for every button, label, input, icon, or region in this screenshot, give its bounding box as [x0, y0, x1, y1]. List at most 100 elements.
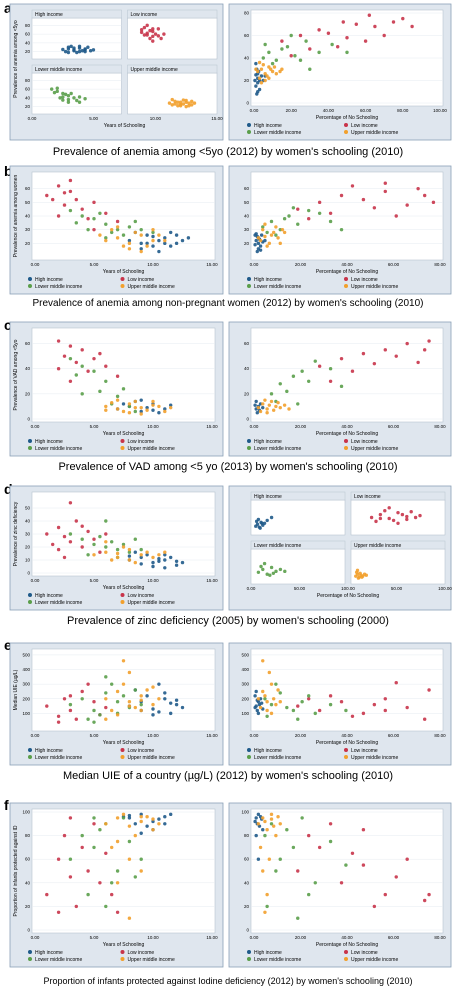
y-tick-label: 40 [25, 519, 31, 524]
data-point [369, 515, 374, 520]
legend-label-upper-middle: Upper middle income [351, 755, 398, 761]
data-point [151, 227, 155, 232]
data-point [75, 50, 79, 55]
data-point [83, 97, 87, 101]
data-point [104, 822, 108, 826]
data-point [339, 881, 344, 885]
data-point [174, 563, 179, 567]
data-point [269, 682, 274, 686]
data-point [157, 822, 161, 826]
y-axis-label: Prevalence of anemia among <5yo [13, 20, 19, 98]
y-tick-label: 20 [244, 241, 250, 246]
data-point [115, 219, 120, 224]
data-point [104, 705, 108, 710]
data-point [139, 708, 143, 713]
data-point [56, 547, 61, 552]
data-point [110, 708, 114, 713]
legend-marker-upper-middle [344, 284, 348, 288]
x-tick-label: 0.00 [250, 935, 259, 940]
data-point [350, 714, 355, 719]
data-point [274, 702, 278, 707]
data-point [350, 184, 355, 188]
data-point [127, 411, 132, 415]
data-point [86, 217, 90, 221]
data-point [145, 23, 149, 28]
legend-label-high: High income [35, 593, 63, 599]
x-tick-label: 10.00 [147, 424, 159, 429]
data-point [52, 90, 57, 95]
data-point [151, 403, 155, 407]
data-point [291, 206, 296, 210]
data-point [133, 537, 137, 541]
data-point [104, 408, 108, 412]
data-point [276, 400, 280, 405]
data-point [416, 360, 420, 365]
data-point [121, 812, 126, 817]
data-point [265, 572, 269, 576]
y-tick-label: 60 [25, 32, 31, 37]
data-point [159, 36, 163, 41]
data-point [317, 364, 322, 368]
legend-label-low: Low income [128, 593, 155, 599]
x-axis-label: Years of Schooling [104, 123, 146, 129]
x-tick-label: 20.00 [286, 108, 298, 113]
data-point [274, 569, 278, 574]
data-point [139, 694, 143, 698]
data-point [139, 249, 143, 254]
data-point [298, 58, 303, 62]
y-tick-label: 400 [22, 667, 30, 672]
data-point [104, 519, 108, 523]
legend-label-lower-middle: Lower middle income [35, 600, 82, 606]
data-point [422, 717, 427, 721]
data-point [56, 525, 61, 530]
data-point [104, 697, 108, 701]
data-point [148, 36, 152, 41]
data-point [110, 540, 114, 544]
data-point [270, 61, 275, 66]
data-point [271, 697, 276, 701]
plot-area [250, 548, 346, 585]
data-point [187, 104, 191, 108]
data-point [145, 233, 149, 237]
data-point [274, 869, 278, 873]
data-point [157, 233, 161, 237]
data-point [354, 22, 358, 26]
data-point [61, 95, 65, 99]
data-point [300, 699, 304, 704]
data-point [274, 225, 278, 229]
data-point [282, 230, 287, 235]
data-point [62, 534, 67, 539]
data-point [68, 356, 73, 361]
y-tick-label: 80 [244, 11, 250, 16]
data-point [62, 354, 67, 358]
legend-marker-high [28, 748, 32, 752]
data-point [92, 227, 96, 232]
data-point [339, 699, 344, 704]
data-point [263, 78, 267, 83]
legend-marker-high [247, 439, 251, 443]
data-point [62, 191, 67, 195]
data-point [98, 534, 102, 539]
data-point [180, 238, 185, 243]
data-point [184, 104, 188, 109]
x-tick-label: 40.00 [341, 262, 353, 267]
data-point [265, 892, 269, 897]
x-tick-label: 40.00 [341, 733, 353, 738]
legend-marker-high [28, 950, 32, 954]
data-point [431, 200, 436, 205]
y-tick-label: 40 [25, 40, 31, 45]
data-point [163, 238, 167, 243]
data-point [77, 44, 82, 49]
data-point [139, 555, 143, 560]
data-point [74, 904, 79, 909]
data-point [68, 816, 73, 820]
data-point [156, 34, 161, 38]
data-point [51, 197, 55, 202]
data-point [267, 857, 272, 861]
data-point [104, 851, 108, 855]
data-point [396, 510, 400, 515]
data-point [74, 373, 79, 377]
y-tick-label: 100 [22, 711, 30, 716]
data-point [92, 217, 96, 221]
data-point [163, 691, 167, 695]
